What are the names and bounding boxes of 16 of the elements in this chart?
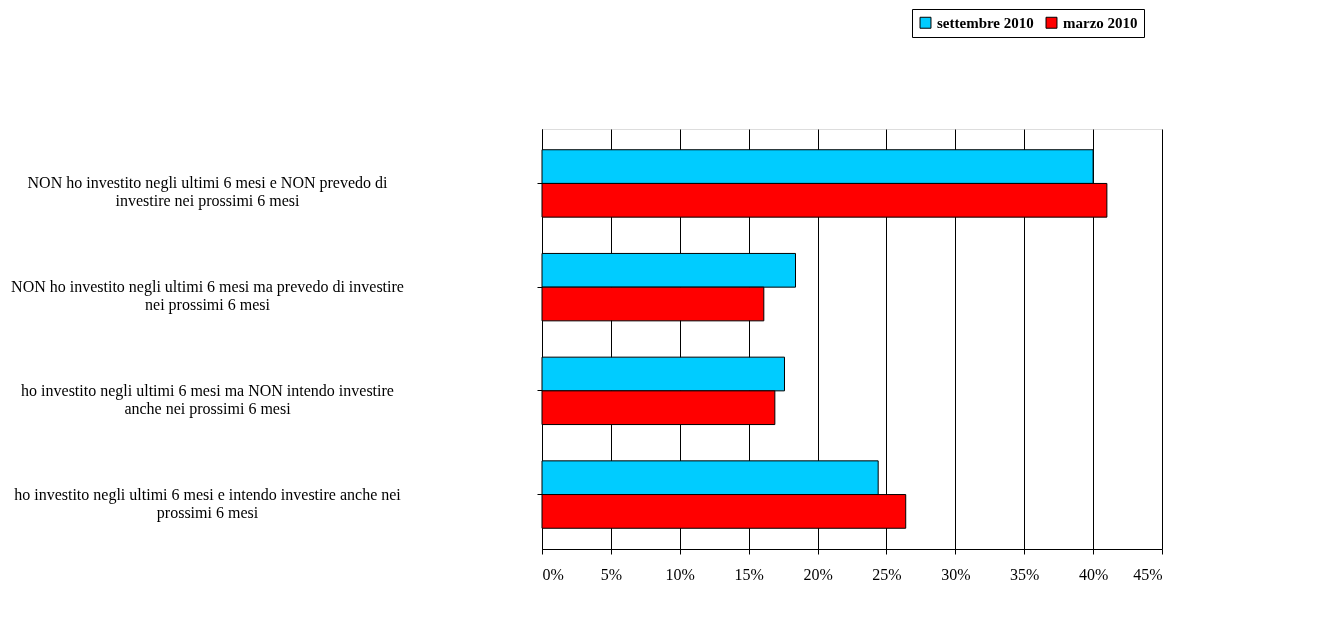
x-tick-label: 35% <box>1010 565 1040 583</box>
x-tick-label: 25% <box>872 565 902 583</box>
x-tick-label: 10% <box>665 565 695 583</box>
x-tick-label: 15% <box>734 565 764 583</box>
y-tick-label: ho investito negli ultimi 6 mesi e intendo investire anche nei prossimi 6 mesi <box>14 485 402 522</box>
x-tick-label: 5% <box>600 565 623 583</box>
y-tick-label: NON ho investito negli ultimi 6 mesi ma prevedo di investire nei prossimi 6 mesi <box>11 278 404 315</box>
legend-label: settembre 2010 <box>937 14 1034 31</box>
y-tick-label: ho investito negli ultimi 6 mesi ma NON intendo investire anche nei prossimi 6 mesi <box>21 381 394 418</box>
x-tick-label: 30% <box>941 565 971 583</box>
x-tick-label: 45% <box>1133 565 1163 583</box>
legend-label: marzo 2010 <box>1063 14 1138 31</box>
x-tick-label: 0% <box>542 565 564 583</box>
y-tick-label: NON ho investito negli ultimi 6 mesi e NON prevedo di investire nei prossimi 6 mesi <box>27 174 389 211</box>
x-tick-label: 40% <box>1078 565 1109 583</box>
x-tick-label: 20% <box>803 565 833 583</box>
